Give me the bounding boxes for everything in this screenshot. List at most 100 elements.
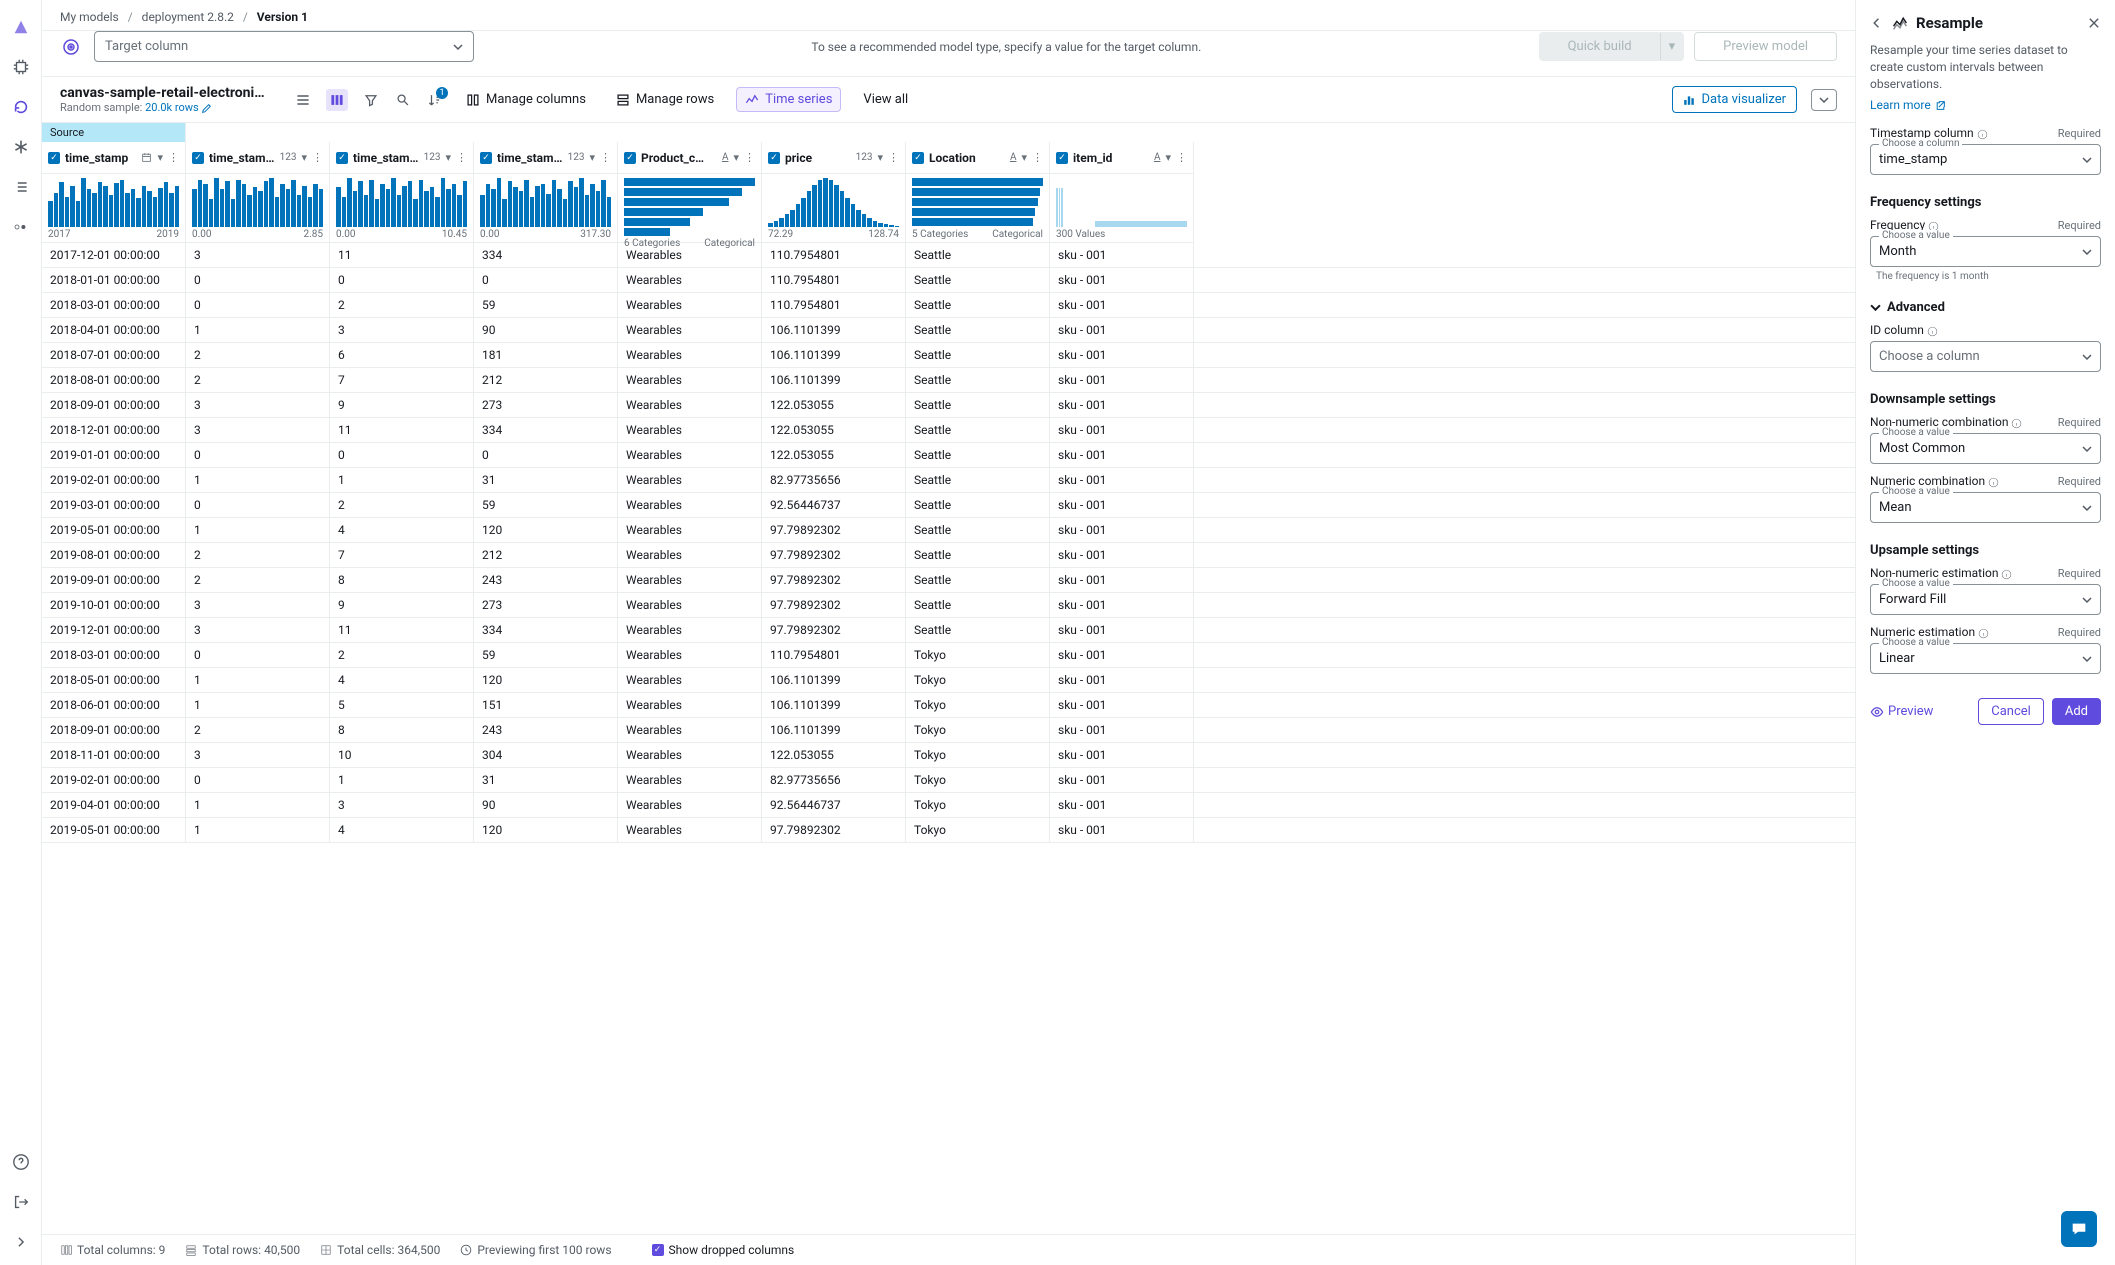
num-estimation-select[interactable]: Choose a valueLinear: [1870, 643, 2101, 674]
breadcrumb-deployment[interactable]: deployment 2.8.2: [142, 10, 234, 24]
preview-button[interactable]: Preview: [1870, 704, 1933, 719]
table-row[interactable]: 2018-03-01 00:00:000259Wearables110.7954…: [42, 293, 1855, 318]
close-icon[interactable]: [2087, 16, 2101, 30]
table-row[interactable]: 2018-03-01 00:00:000259Wearables110.7954…: [42, 643, 1855, 668]
nn-estimation-select[interactable]: Choose a valueForward Fill: [1870, 584, 2101, 615]
table-row[interactable]: 2018-04-01 00:00:001390Wearables106.1101…: [42, 318, 1855, 343]
cancel-button[interactable]: Cancel: [1978, 698, 2044, 725]
nn-combination-select[interactable]: Choose a valueMost Common: [1870, 433, 2101, 464]
preview-model-button[interactable]: Preview model: [1694, 32, 1837, 61]
view-all-button[interactable]: View all: [855, 88, 916, 111]
column-checkbox[interactable]: ✓: [912, 152, 924, 164]
table-row[interactable]: 2019-01-01 00:00:00000Wearables122.05305…: [42, 443, 1855, 468]
id-column-select[interactable]: Choose a column: [1870, 341, 2101, 372]
grid-view-icon[interactable]: [326, 89, 348, 111]
table-row[interactable]: 2019-02-01 00:00:001131Wearables82.97735…: [42, 468, 1855, 493]
target-icon: [60, 36, 82, 58]
table-row[interactable]: 2018-11-01 00:00:00310304Wearables122.05…: [42, 743, 1855, 768]
refresh-icon[interactable]: [12, 98, 30, 116]
num-combination-select[interactable]: Choose a valueMean: [1870, 492, 2101, 523]
table-row[interactable]: 2019-04-01 00:00:001390Wearables92.56446…: [42, 793, 1855, 818]
manage-columns-button[interactable]: Manage columns: [458, 88, 594, 111]
column-menu-icon[interactable]: ⋮: [888, 151, 899, 164]
advanced-toggle[interactable]: Advanced: [1870, 300, 2101, 315]
column-checkbox[interactable]: ✓: [336, 152, 348, 164]
frequency-select[interactable]: Choose a value Month: [1870, 236, 2101, 267]
column-6: ✓LocationA▾⋮5 CategoriesCategorical: [906, 142, 1050, 243]
learn-more-link[interactable]: Learn more: [1870, 98, 2101, 112]
table-cell: 3: [186, 243, 330, 267]
table-cell: Tokyo: [906, 818, 1050, 842]
table-row[interactable]: 2019-03-01 00:00:000259Wearables92.56446…: [42, 493, 1855, 518]
table-row[interactable]: 2018-07-01 00:00:0026181Wearables106.110…: [42, 343, 1855, 368]
column-checkbox[interactable]: ✓: [1056, 152, 1068, 164]
column-checkbox[interactable]: ✓: [624, 152, 636, 164]
timestamp-column-select[interactable]: Choose a column time_stamp: [1870, 144, 2101, 175]
list-icon[interactable]: [12, 178, 30, 196]
table-row[interactable]: 2018-12-01 00:00:00311334Wearables122.05…: [42, 418, 1855, 443]
table-row[interactable]: 2019-12-01 00:00:00311334Wearables97.798…: [42, 618, 1855, 643]
column-menu-icon[interactable]: ⋮: [744, 151, 755, 164]
table-row[interactable]: 2017-12-01 00:00:00311334Wearables110.79…: [42, 243, 1855, 268]
list-view-icon[interactable]: [294, 91, 312, 109]
table-row[interactable]: 2019-02-01 00:00:000131Wearables82.97735…: [42, 768, 1855, 793]
column-caret-icon[interactable]: ▾: [733, 151, 739, 164]
sample-size-link[interactable]: 20.0k rows: [145, 101, 199, 114]
manage-rows-button[interactable]: Manage rows: [608, 88, 722, 111]
column-caret-icon[interactable]: ▾: [1021, 151, 1027, 164]
back-icon[interactable]: [1870, 16, 1884, 30]
data-visualizer-button[interactable]: Data visualizer: [1672, 86, 1797, 113]
add-button[interactable]: Add: [2052, 698, 2101, 725]
show-dropped-checkbox[interactable]: ✓Show dropped columns: [652, 1243, 795, 1257]
table-row[interactable]: 2019-05-01 00:00:0014120Wearables97.7989…: [42, 818, 1855, 843]
sort-icon[interactable]: 1: [426, 91, 444, 109]
asterisk-icon[interactable]: [12, 138, 30, 156]
table-row[interactable]: 2019-05-01 00:00:0014120Wearables97.7989…: [42, 518, 1855, 543]
column-menu-icon[interactable]: ⋮: [1032, 151, 1043, 164]
table-cell: 0: [186, 443, 330, 467]
table-row[interactable]: 2019-10-01 00:00:0039273Wearables97.7989…: [42, 593, 1855, 618]
chip-icon[interactable]: [12, 58, 30, 76]
table-cell: 2: [330, 493, 474, 517]
table-row[interactable]: 2018-08-01 00:00:0027212Wearables106.110…: [42, 368, 1855, 393]
column-menu-icon[interactable]: ⋮: [456, 151, 467, 164]
column-caret-icon[interactable]: ▾: [1165, 151, 1171, 164]
column-checkbox[interactable]: ✓: [48, 152, 60, 164]
dots-icon[interactable]: [12, 218, 30, 236]
logo-icon[interactable]: [12, 18, 30, 36]
logout-icon[interactable]: [12, 1193, 30, 1211]
column-checkbox[interactable]: ✓: [768, 152, 780, 164]
time-series-button[interactable]: Time series: [736, 87, 841, 112]
target-column-select[interactable]: Target column: [94, 31, 474, 62]
help-icon[interactable]: [12, 1153, 30, 1171]
table-row[interactable]: 2018-09-01 00:00:0028243Wearables106.110…: [42, 718, 1855, 743]
source-tab[interactable]: Source: [42, 123, 186, 142]
column-caret-icon[interactable]: ▾: [445, 151, 451, 164]
column-menu-icon[interactable]: ⋮: [312, 151, 323, 164]
search-icon[interactable]: [394, 91, 412, 109]
table-cell: 31: [474, 768, 618, 792]
column-caret-icon[interactable]: ▾: [157, 151, 163, 164]
collapse-icon[interactable]: [12, 1233, 30, 1251]
column-caret-icon[interactable]: ▾: [301, 151, 307, 164]
table-row[interactable]: 2018-06-01 00:00:0015151Wearables106.110…: [42, 693, 1855, 718]
table-row[interactable]: 2018-01-01 00:00:00000Wearables110.79548…: [42, 268, 1855, 293]
column-menu-icon[interactable]: ⋮: [168, 151, 179, 164]
table-row[interactable]: 2018-09-01 00:00:0039273Wearables122.053…: [42, 393, 1855, 418]
visualizer-caret[interactable]: [1811, 89, 1837, 111]
table-cell: 2: [186, 368, 330, 392]
table-cell: 122.053055: [762, 418, 906, 442]
column-caret-icon[interactable]: ▾: [877, 151, 883, 164]
chat-fab[interactable]: [2061, 1211, 2097, 1247]
breadcrumb-root[interactable]: My models: [60, 10, 119, 24]
filter-icon[interactable]: [362, 91, 380, 109]
column-name: time_stam…: [353, 151, 419, 165]
table-row[interactable]: 2018-05-01 00:00:0014120Wearables106.110…: [42, 668, 1855, 693]
table-row[interactable]: 2019-09-01 00:00:0028243Wearables97.7989…: [42, 568, 1855, 593]
column-checkbox[interactable]: ✓: [480, 152, 492, 164]
column-checkbox[interactable]: ✓: [192, 152, 204, 164]
table-row[interactable]: 2019-08-01 00:00:0027212Wearables97.7989…: [42, 543, 1855, 568]
column-menu-icon[interactable]: ⋮: [1176, 151, 1187, 164]
column-menu-icon[interactable]: ⋮: [600, 151, 611, 164]
column-caret-icon[interactable]: ▾: [589, 151, 595, 164]
